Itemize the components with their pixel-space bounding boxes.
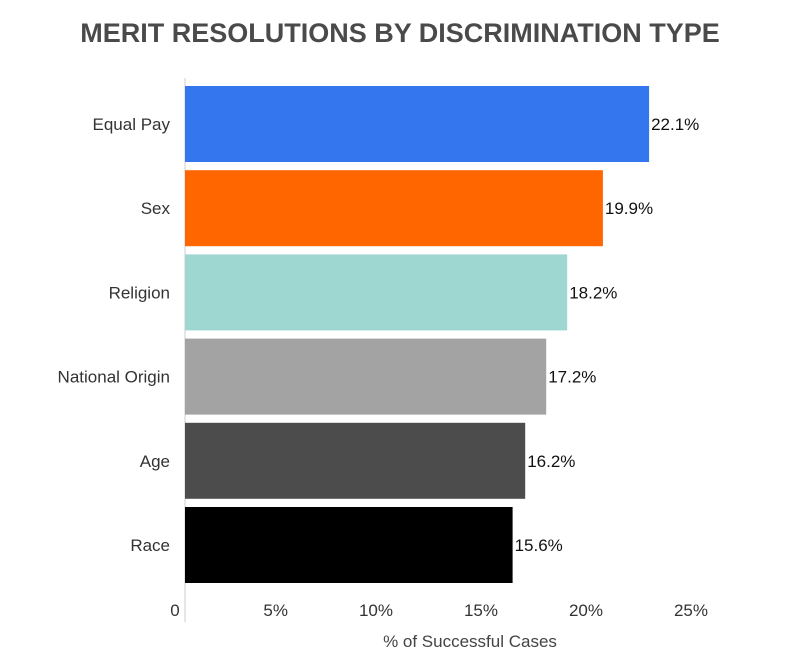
value-label-religion: 18.2%	[569, 283, 617, 302]
value-label-sex: 19.9%	[605, 199, 653, 218]
value-label-race: 15.6%	[515, 536, 563, 555]
bar-age	[185, 422, 526, 499]
x-axis-label: % of Successful Cases	[383, 632, 557, 651]
category-label-age: Age	[140, 452, 170, 471]
value-label-age: 16.2%	[527, 452, 575, 471]
bar-equal-pay	[185, 86, 650, 162]
bar-religion	[185, 254, 568, 331]
x-tick-label-20: 20%	[569, 601, 603, 620]
category-label-equal-pay: Equal Pay	[93, 115, 171, 134]
x-tick-label-5: 5%	[263, 601, 288, 620]
category-label-race: Race	[130, 536, 170, 555]
x-tick-label-10: 10%	[359, 601, 393, 620]
value-label-national-origin: 17.2%	[548, 368, 596, 387]
x-tick-label-25: 25%	[674, 601, 708, 620]
bar-sex	[185, 170, 603, 247]
x-tick-label-0: 0	[170, 601, 179, 620]
x-tick-label-15: 15%	[464, 601, 498, 620]
x-axis-ticks: 0 5% 10% 15% 20% 25%	[170, 601, 708, 620]
bar-national-origin	[185, 338, 547, 415]
category-label-religion: Religion	[109, 283, 170, 302]
chart-title: MERIT RESOLUTIONS BY DISCRIMINATION TYPE	[80, 18, 720, 48]
bar-race	[185, 507, 513, 583]
bars-group: Equal Pay 22.1% Sex 19.9% Religion 18.2% Natio…	[58, 86, 699, 583]
value-label-equal-pay: 22.1%	[651, 115, 699, 134]
category-label-sex: Sex	[141, 199, 171, 218]
category-label-national-origin: National Origin	[58, 368, 170, 387]
